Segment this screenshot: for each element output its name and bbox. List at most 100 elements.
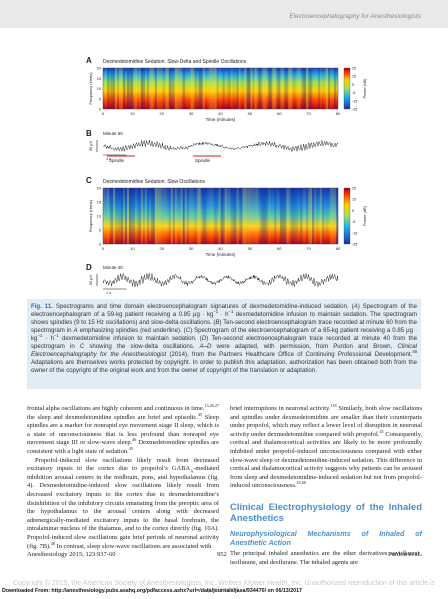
spectrogram-column bbox=[156, 68, 159, 109]
time-scale-label: 1 s bbox=[106, 157, 111, 161]
spectrogram-column bbox=[140, 188, 144, 244]
spectrogram-column bbox=[310, 188, 313, 244]
spectrogram-column bbox=[262, 68, 265, 109]
spectrogram-column bbox=[298, 68, 301, 109]
text-run: Sleep spindles are a marker for nonrapid… bbox=[27, 413, 219, 447]
paragraph: frontal alpha oscillations are highly co… bbox=[27, 403, 219, 457]
voltage-scale-label: 50 μV bbox=[89, 141, 93, 151]
text-run: Adaptations are themselves works protect… bbox=[31, 359, 417, 375]
panel-title: Minute 40 bbox=[103, 265, 123, 270]
y-tick-label: 20 bbox=[97, 67, 101, 71]
spectrogram bbox=[103, 68, 338, 109]
spectrogram-column bbox=[154, 68, 157, 109]
spectrogram-column bbox=[302, 188, 305, 244]
spectrogram-column bbox=[106, 188, 110, 244]
spectrogram-column bbox=[316, 188, 319, 244]
spectrogram-column bbox=[238, 68, 241, 109]
spectrogram-column bbox=[179, 188, 181, 244]
spectrogram-column bbox=[216, 188, 219, 244]
spectrogram-column bbox=[230, 68, 233, 109]
spectrogram-column bbox=[248, 188, 251, 244]
spectrogram-column bbox=[188, 68, 191, 109]
text-run: dexmedetomidine infusion to maintain sed… bbox=[58, 335, 202, 343]
copyright-watermark: Copyright © 2015, the American Society o… bbox=[12, 580, 436, 594]
spectrogram-column bbox=[308, 188, 311, 244]
spectrogram-column bbox=[114, 188, 118, 244]
spectrogram-column bbox=[290, 188, 293, 244]
panel-label: B bbox=[86, 129, 92, 138]
spectrogram-column bbox=[168, 188, 171, 244]
spectrogram-column bbox=[146, 188, 150, 244]
text-run: · h bbox=[218, 311, 229, 319]
spectrogram-column bbox=[302, 68, 305, 109]
spectrogram-column bbox=[200, 68, 203, 109]
spectrogram-column bbox=[280, 188, 283, 244]
text-run: ) Spectrogram of the electroencephalogra… bbox=[31, 303, 417, 319]
spectrogram-column bbox=[198, 68, 201, 109]
text-run: Dexmedetomidine spindles are consistent … bbox=[27, 439, 219, 455]
spectrogram-column bbox=[126, 68, 130, 109]
colorbar-tick-label: 5 bbox=[352, 83, 354, 87]
spectrogram-column bbox=[180, 68, 183, 109]
text-run: (2014), from the Partners Healthcare Off… bbox=[166, 351, 413, 359]
spectrogram-column bbox=[246, 68, 249, 109]
spectrogram-column bbox=[284, 68, 287, 109]
text-run: B bbox=[215, 319, 220, 327]
x-tick-label: 0 bbox=[102, 246, 105, 251]
text-run: C bbox=[185, 327, 191, 335]
spectrogram-column bbox=[274, 68, 277, 109]
x-tick-label: 10 bbox=[130, 246, 135, 251]
spectrogram-column bbox=[236, 68, 239, 109]
spectrogram-column bbox=[332, 68, 334, 109]
spectrogram-column bbox=[136, 188, 140, 244]
spectrogram-column bbox=[278, 188, 280, 244]
spectrogram-column bbox=[254, 68, 257, 109]
spectrogram-column bbox=[288, 68, 291, 109]
panel-label: D bbox=[86, 263, 92, 272]
spectrogram-column bbox=[138, 188, 142, 244]
spectrogram-column bbox=[226, 68, 229, 109]
spectrogram-column bbox=[110, 68, 114, 109]
text-run: A bbox=[73, 327, 78, 335]
colorbar-label: Power (dB) bbox=[362, 205, 367, 226]
spectrogram-column bbox=[142, 68, 146, 109]
spectrogram-column bbox=[266, 68, 269, 109]
spectrogram-column bbox=[312, 188, 315, 244]
spectrogram-column bbox=[164, 68, 167, 109]
spectrogram bbox=[103, 188, 338, 244]
spectrogram-column bbox=[213, 188, 215, 244]
spectrogram-column bbox=[332, 188, 335, 244]
spectrogram-column bbox=[114, 68, 118, 109]
spectrogram-column bbox=[306, 188, 309, 244]
spectrogram-column bbox=[192, 68, 195, 109]
spectrogram-column bbox=[190, 188, 193, 244]
spectrogram-column bbox=[216, 68, 219, 109]
x-tick-label: 80 bbox=[336, 246, 341, 251]
spectrogram-column bbox=[218, 188, 221, 244]
spectrogram-column bbox=[210, 68, 213, 109]
y-tick-label: 15 bbox=[97, 77, 101, 81]
spectrogram-column bbox=[106, 68, 110, 109]
spectrogram-column bbox=[268, 188, 271, 244]
colorbar-tick-label: 15 bbox=[352, 198, 356, 202]
spectrogram-column bbox=[250, 68, 253, 109]
text-run: ) Spectrogram of the electroencephalogra… bbox=[31, 327, 417, 343]
download-line: Downloaded From: http://anesthesiology.p… bbox=[2, 588, 303, 594]
text-run: Clinical Electroencephalography for the … bbox=[31, 343, 417, 359]
spectrogram-column bbox=[103, 188, 106, 244]
spectrogram-column bbox=[176, 188, 179, 244]
spectrogram-column bbox=[232, 188, 235, 244]
spectrogram-column bbox=[208, 188, 211, 244]
spectrogram-column bbox=[300, 188, 303, 244]
x-tick-label: 30 bbox=[189, 111, 194, 116]
subsection-heading: Neurophysiological Mechanisms of Inhaled… bbox=[230, 528, 422, 547]
spectrogram-column bbox=[214, 68, 217, 109]
spectrogram-column bbox=[288, 188, 291, 244]
spectrogram-column bbox=[300, 68, 302, 109]
spectrogram-column bbox=[242, 188, 245, 244]
spectrogram-column bbox=[162, 188, 165, 244]
left-column: frontal alpha oscillations are highly co… bbox=[27, 403, 219, 551]
x-tick-label: 20 bbox=[160, 246, 165, 251]
colorbar-tick-label: -15 bbox=[352, 231, 357, 235]
